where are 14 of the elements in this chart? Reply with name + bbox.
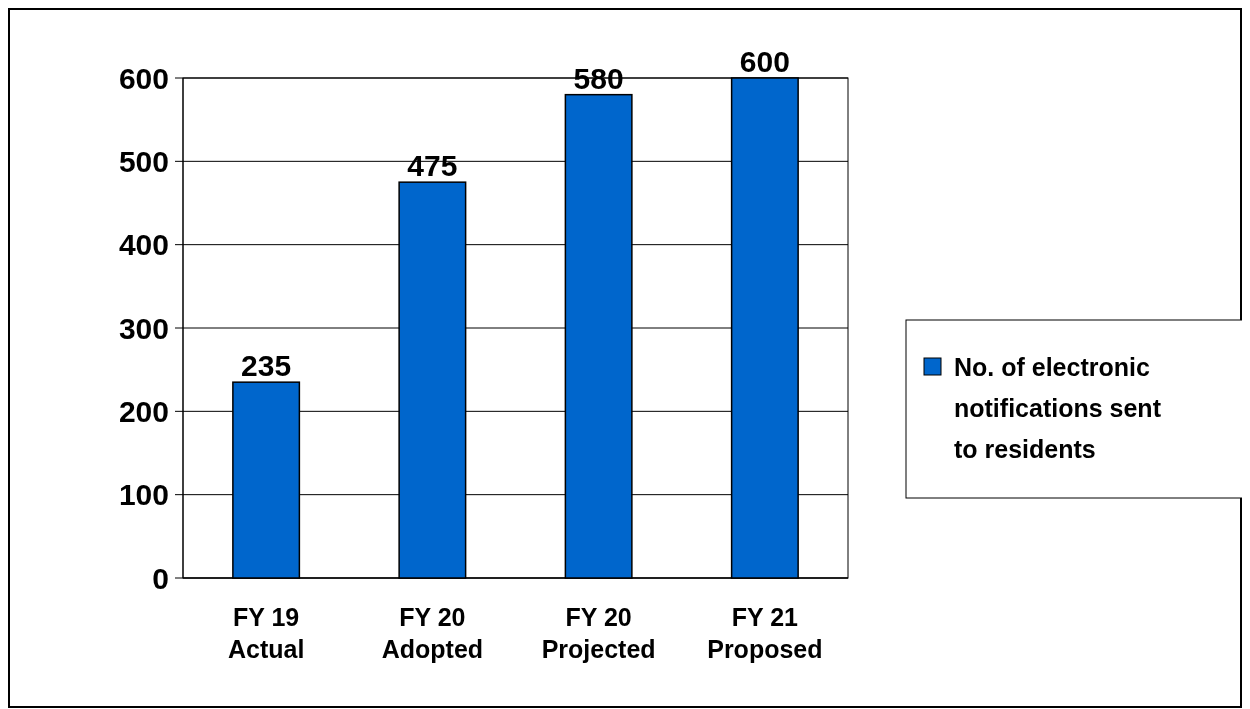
data-label: 235 — [241, 349, 292, 383]
y-tick-label: 400 — [118, 228, 169, 262]
y-tick-label: 300 — [118, 311, 169, 345]
y-tick-label: 500 — [118, 144, 169, 178]
y-tick-label: 200 — [118, 394, 169, 428]
y-tick-label: 600 — [118, 61, 169, 95]
y-tick-label: 100 — [118, 478, 169, 512]
x-tick-label: FY 21 Proposed — [707, 603, 823, 663]
x-tick-label: FY 19 Actual — [227, 603, 305, 663]
x-tick-label: FY 20 Projected — [541, 603, 656, 663]
y-tick-label: 0 — [152, 561, 169, 595]
legend-label: No. of electronic notifications sent to residents — [954, 353, 1162, 463]
data-label: 600 — [739, 45, 790, 78]
x-tick-label: FY 20 Adopted — [381, 603, 484, 663]
